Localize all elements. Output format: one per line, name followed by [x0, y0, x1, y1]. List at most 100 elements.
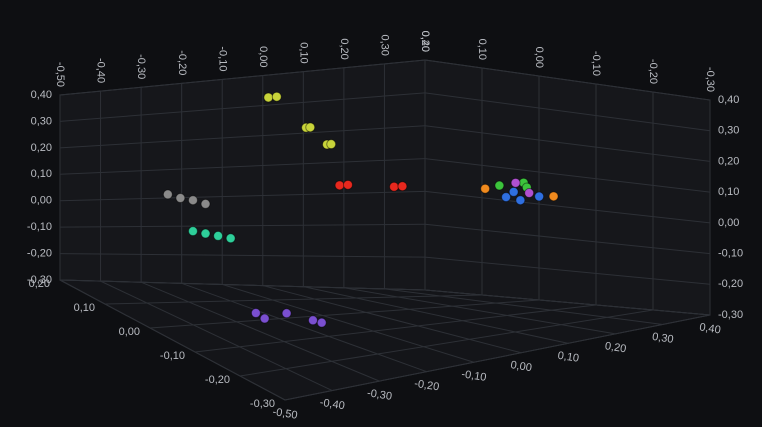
x-tick-label: 0,00: [510, 359, 533, 374]
y-tick-label: -0,30: [718, 309, 743, 321]
y-tick-label: 0,40: [718, 94, 739, 106]
grid-line: [59, 125, 426, 149]
y-tick-label: -0,10: [27, 221, 52, 233]
grid-line: [424, 256, 711, 285]
point: [501, 192, 512, 203]
point: [175, 193, 186, 204]
y-tick-label: 0,20: [31, 142, 52, 154]
x-tick-label: 0,20: [338, 38, 350, 59]
y-tick-label: 0,00: [718, 217, 739, 229]
x-tick-label: -0,10: [216, 46, 228, 71]
point: [200, 198, 211, 209]
grid-line: [59, 92, 426, 122]
grid-line: [239, 309, 654, 377]
grid-line: [424, 158, 711, 193]
point: [508, 186, 519, 197]
point: [480, 183, 491, 194]
point: [281, 308, 292, 319]
y-tick-label: -0,20: [718, 278, 743, 290]
y-tick-label: -0,20: [27, 247, 52, 259]
z-tick-label: 0,10: [476, 39, 488, 60]
point: [259, 313, 270, 324]
z-tick-label: 0,20: [419, 31, 431, 52]
x-tick-label: -0,10: [461, 368, 488, 384]
grid-line: [424, 125, 711, 162]
grid-line: [100, 280, 333, 392]
point: [334, 180, 345, 191]
point: [162, 189, 173, 200]
x-tick-label: -0,40: [319, 397, 346, 413]
z-tick-label: 0,10: [74, 302, 95, 314]
y-tick-label: -0,30: [27, 274, 52, 286]
point: [494, 180, 505, 191]
point: [389, 181, 400, 192]
point: [263, 92, 274, 103]
x-tick-label: 0,10: [557, 350, 580, 365]
point: [524, 188, 535, 199]
y-tick-label: 0,10: [31, 168, 52, 180]
point: [187, 226, 198, 237]
x-tick-label: 0,00: [257, 46, 269, 67]
z-tick-label: -0,10: [160, 350, 185, 362]
point: [397, 181, 408, 192]
x-tick-label: -0,20: [176, 50, 188, 75]
grid-line: [424, 59, 711, 101]
x-tick-label: -0,50: [54, 62, 66, 87]
grid-line: [59, 223, 426, 228]
point: [316, 317, 327, 328]
grid-line: [149, 299, 540, 329]
x-tick-label: -0,40: [95, 58, 107, 83]
z-tick-label: -0,10: [590, 51, 602, 76]
grid-line: [181, 282, 427, 373]
z-tick-label: 0,20: [29, 278, 50, 290]
grid-line: [59, 190, 426, 202]
grid-line: [424, 92, 711, 132]
y-tick-label: 0,30: [31, 115, 52, 127]
y-tick-label: 0,10: [718, 186, 739, 198]
grid-line: [424, 190, 711, 224]
z-tick-label: -0,20: [647, 59, 659, 84]
grid-line: [59, 253, 426, 258]
point: [225, 233, 236, 244]
y-tick-label: -0,10: [718, 247, 743, 259]
grid-line: [343, 287, 616, 335]
x-tick-label: 0,40: [699, 321, 722, 336]
grid-line: [424, 223, 711, 255]
point: [515, 195, 526, 206]
grid-line: [284, 314, 711, 401]
y-tick-label: 0,40: [31, 89, 52, 101]
y-tick-label: 0,30: [718, 125, 739, 137]
x-tick-label: 0,30: [379, 34, 391, 55]
grid-line: [222, 283, 475, 363]
z-tick-label: -0,20: [205, 374, 230, 386]
x-tick-label: -0,30: [135, 54, 147, 79]
point: [548, 191, 559, 202]
grid-line: [59, 59, 426, 96]
point: [510, 177, 521, 188]
grid-line: [384, 288, 663, 325]
z-tick-label: -0,30: [704, 67, 716, 92]
grid-line: [59, 158, 426, 175]
y-tick-label: 0,00: [31, 195, 52, 207]
z-tick-label: -0,30: [250, 398, 275, 410]
x-tick-label: 0,30: [651, 331, 674, 346]
point: [187, 195, 198, 206]
grid-line: [140, 281, 380, 382]
x-tick-label: -0,30: [366, 387, 393, 403]
point: [271, 91, 282, 102]
point: [200, 228, 211, 239]
point: [213, 230, 224, 241]
grid-line: [59, 279, 426, 291]
z-tick-label: 0,00: [119, 326, 140, 338]
point: [534, 191, 545, 202]
x-tick-label: 0,40: [419, 31, 431, 52]
z-tick-label: 0,00: [533, 47, 545, 68]
grid-line: [262, 285, 522, 354]
grid-line: [303, 286, 569, 344]
x-tick-label: 0,10: [297, 42, 309, 63]
point: [342, 179, 353, 190]
grid-line: [104, 294, 483, 305]
grid-line: [424, 289, 711, 316]
